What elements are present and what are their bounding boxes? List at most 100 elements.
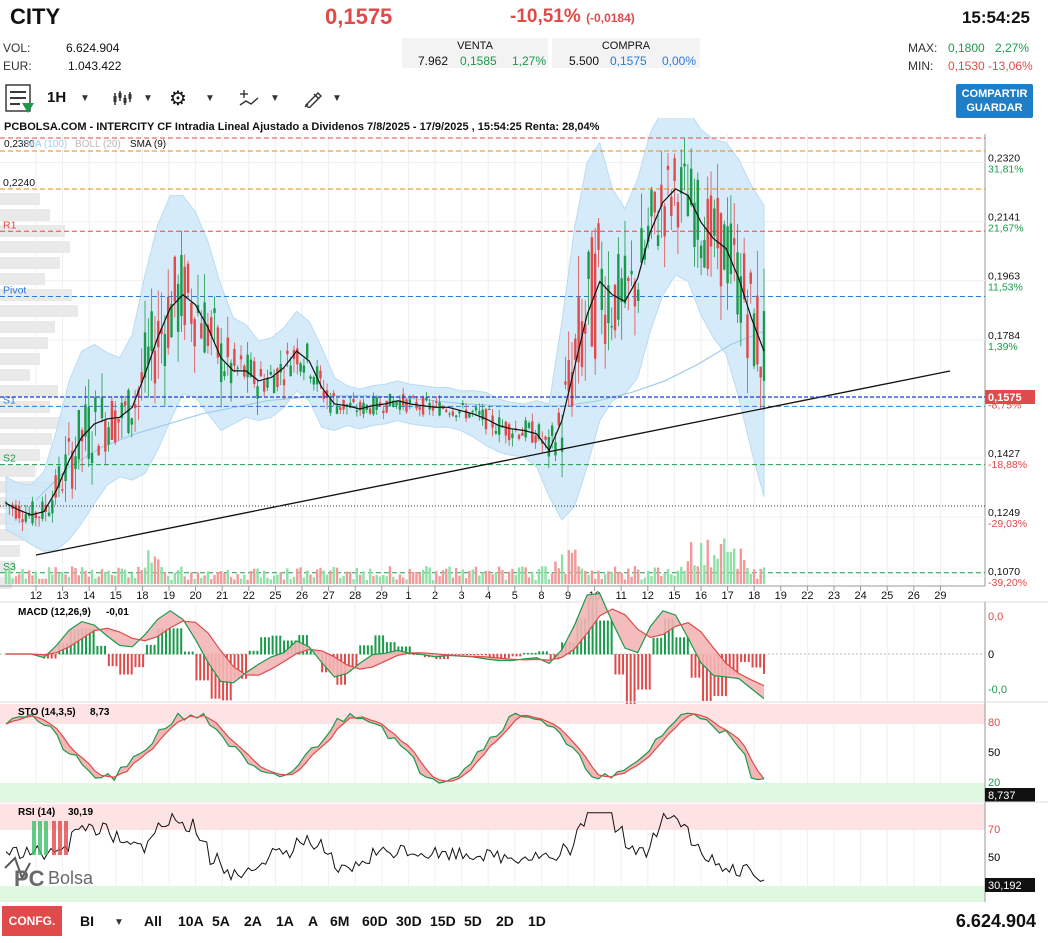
macd-hist-bar [96,645,99,655]
volume-bar [590,570,594,584]
volume-bar [441,570,445,584]
volume-bar [4,569,8,584]
volume-bar [11,578,14,584]
volume-bar [382,574,385,584]
candle-body [309,376,312,379]
volume-bar [74,567,77,584]
candle-body [322,391,325,399]
range-6m[interactable]: 6M [330,913,350,929]
macd-hist-bar [153,644,156,655]
trendline[interactable] [35,370,951,556]
volume-bar [223,573,226,584]
candle-body [226,337,229,358]
candle-body [24,514,28,522]
share-save-button[interactable]: COMPARTIR GUARDAR [956,84,1033,118]
macd-hist-bar [660,637,663,655]
chevron-down-icon[interactable]: ▼ [205,93,215,104]
range-15d[interactable]: 15D [430,913,456,929]
range-1d[interactable]: 1D [528,913,546,929]
x-tick-label: 17 [721,590,733,602]
level-label: 0,2240 [3,177,35,189]
macd-hist-bar [370,645,373,655]
volume-bar [481,572,484,584]
range-60d[interactable]: 60D [362,913,388,929]
chevron-down-icon[interactable]: ▼ [332,93,342,104]
candle-body [689,168,693,205]
macd-hist-bar [355,654,358,668]
mode-selector[interactable]: BI [80,913,94,929]
candle-body [418,407,421,410]
macd-hist-bar [595,596,598,655]
macd-hist-bar [618,654,621,675]
rsi-panel: RSI (14) 30,19 70 50 30,192 [0,801,1048,902]
candle-body [104,420,107,452]
macd-hist-bar [104,645,107,655]
interval-selector[interactable]: 1H [47,89,67,106]
volume-bar [411,571,415,584]
macd-hist-bar [172,628,175,655]
chevron-down-icon[interactable]: ▼ [114,917,124,928]
candle-body [660,184,663,207]
candle-body [206,324,210,346]
chevron-down-icon[interactable]: ▼ [80,93,90,104]
candles [4,138,766,532]
range-30d[interactable]: 30D [396,913,422,929]
candle-body [57,466,61,488]
range-5d[interactable]: 5D [464,913,482,929]
candle-body [593,253,597,359]
x-tick-label: 22 [243,590,255,602]
macd-hist-bar [107,654,110,667]
candle-body [94,397,97,413]
volume-bar [226,569,229,584]
range-1a[interactable]: 1A [276,913,294,929]
candle-body [200,323,203,339]
pencil-icon[interactable] [302,88,324,113]
macd-hist-bar [378,635,381,655]
rsi-value: 30,19 [68,807,93,818]
macd-hist-bar [401,646,404,655]
save-label: GUARDAR [966,102,1023,114]
gear-icon[interactable]: ⚙ [169,88,187,110]
macd-hist-bar [648,654,651,690]
chevron-down-icon[interactable]: ▼ [143,93,153,104]
candle-body [666,165,670,170]
volume-bar [18,574,21,584]
macd-hist-bar [142,654,145,668]
macd-hist-bar [492,654,495,658]
macd-hist-bar [252,650,255,655]
range-all[interactable]: All [144,913,162,929]
macd-hist-bar [81,628,84,655]
volume-bar [306,570,309,584]
volume-bar [560,554,564,584]
range-5a[interactable]: 5A [212,913,230,929]
chart-area[interactable]: 0,2240 R1 Pivot S1 S2 S3 PCBOLSA.COM - INTERC… [0,118,1048,904]
draw-tools-icon[interactable] [238,88,260,113]
config-button[interactable]: CONFG. [2,906,62,936]
macd-hist-bar [473,654,476,656]
candle-body [90,453,94,464]
volume-bar [233,579,236,584]
volume-bar [570,552,574,584]
volume-bar [739,548,743,584]
macd-hist-bar [481,654,484,656]
volume-bar [398,574,402,584]
eur-value: 1.043.422 [68,59,122,73]
range-a[interactable]: A [308,913,319,929]
volume-bar [507,571,511,584]
candles-icon[interactable] [112,89,132,112]
x-tick-label: 1 [405,590,411,602]
candle-body [186,263,190,293]
rsi-last-text: 30,192 [988,880,1022,892]
range-2d[interactable]: 2D [496,913,514,929]
list-icon[interactable] [4,83,36,115]
range-10a[interactable]: 10A [178,913,204,929]
candle-body [613,284,617,331]
volume-bar [213,575,216,584]
volume-bar [759,568,762,584]
level-label: Pivot [3,284,26,296]
candle-body [319,370,322,379]
macd-hist-bar [164,628,167,655]
range-2a[interactable]: 2A [244,913,262,929]
chevron-down-icon[interactable]: ▼ [270,93,280,104]
candle-body [163,333,167,367]
